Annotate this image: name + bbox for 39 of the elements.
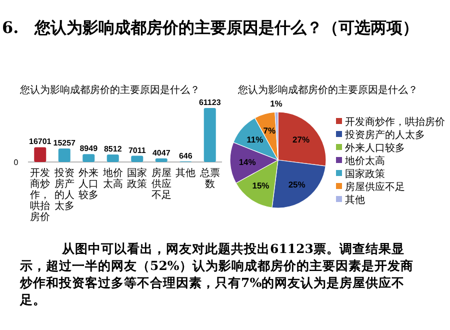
x-tick-label: 国家政策 xyxy=(126,168,148,190)
legend-label: 地价太高 xyxy=(345,156,385,167)
data-label: 11% xyxy=(246,134,264,145)
bar xyxy=(155,158,168,162)
text: 6. 您认为影响成都房价的主要原因是什么？（可选两项） xyxy=(2,18,419,39)
bar xyxy=(34,147,46,162)
chart-title: 您认为影响成都房价的主要原因是什么？ xyxy=(238,84,418,97)
x-tick-label: 总票数 xyxy=(198,168,221,190)
bar xyxy=(58,148,70,162)
x-tick-label: 开发商炒作，哄抬房价 xyxy=(29,168,52,223)
x-tick-label: 外来人口较多 xyxy=(78,168,100,201)
bar xyxy=(82,154,95,162)
x-tick-label: 其他 xyxy=(174,168,197,179)
data-label: 16701 xyxy=(29,137,52,146)
text: 0 xyxy=(14,158,19,167)
data-label: 1% xyxy=(270,98,283,108)
data-label: 646 xyxy=(178,151,193,160)
legend-label: 投资房产的人太多 xyxy=(345,130,425,141)
data-label: 7% xyxy=(263,126,276,136)
data-label: 4047 xyxy=(152,148,171,158)
data-label: 61123 xyxy=(198,98,222,107)
bar xyxy=(204,108,216,162)
x-tick-label: 地价太高 xyxy=(102,168,124,190)
data-label: 14% xyxy=(238,156,256,167)
data-label: 15257 xyxy=(53,138,76,148)
data-label: 8949 xyxy=(80,144,98,154)
data-label: 15% xyxy=(252,180,270,190)
x-tick-label: 投资房产的人太多 xyxy=(53,168,76,212)
data-label: 27% xyxy=(292,134,310,145)
bar xyxy=(106,154,119,162)
legend-label: 外来人口较多 xyxy=(345,143,405,154)
bar xyxy=(131,156,144,162)
data-label: 25% xyxy=(288,179,306,190)
text: 从图中可以看出，网友对此题共投出61123票。调查结果显示，超过一半的网友（52%）认为影响成都房价的主要因素是开发商炒作和投资客过多等不合理因素，只有7%的网友认为是房屋供应不足。 xyxy=(20,240,414,308)
data-label: 7011 xyxy=(128,146,146,155)
legend-label: 开发商炒作，哄抬房价 xyxy=(345,117,445,128)
x-tick-label: 房屋供应不足 xyxy=(150,168,172,201)
data-label: 8512 xyxy=(104,144,122,154)
chart-title: 您认为影响成都房价的主要原因是什么？ xyxy=(20,84,200,97)
